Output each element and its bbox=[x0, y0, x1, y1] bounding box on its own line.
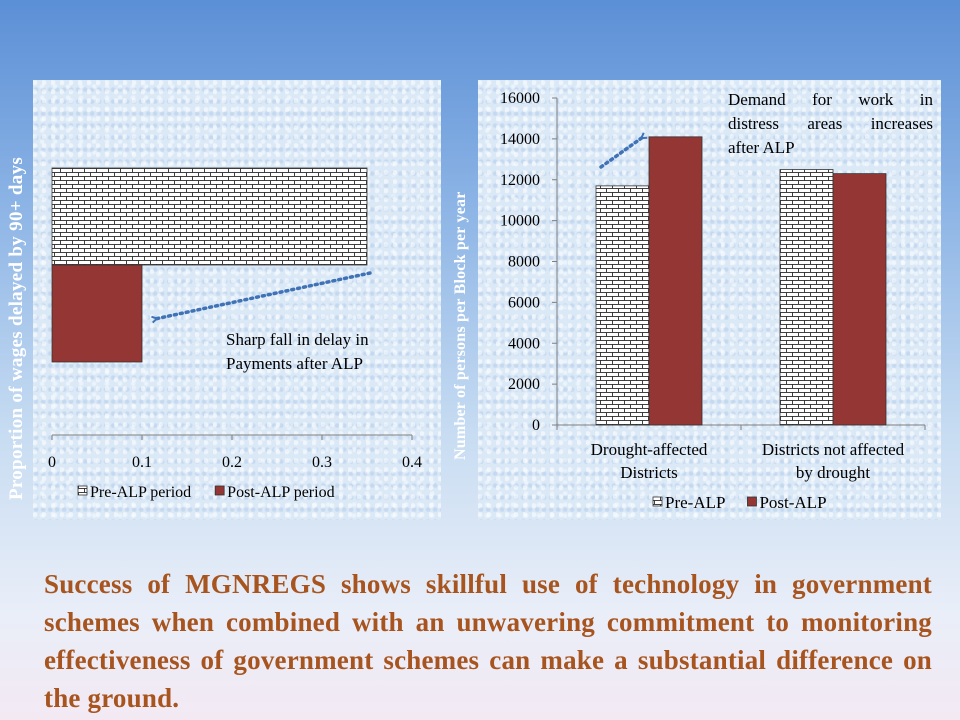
right-bar-chart: 0 2000 4000 6000 8000 10000 12000 14000 16000 Dro… bbox=[500, 90, 926, 512]
bar-post-alp bbox=[832, 173, 887, 426]
x-tick-label: 0.4 bbox=[402, 454, 422, 471]
right-annotation-arrow bbox=[599, 132, 648, 169]
legend-label: Pre-ALP period bbox=[90, 484, 191, 501]
slide-caption: Success of MGNREGS shows skillful use of… bbox=[44, 569, 932, 713]
category-label: Drought-affected bbox=[591, 440, 708, 459]
legend-swatch bbox=[77, 485, 88, 496]
category-label: Districts not affected bbox=[762, 440, 905, 459]
y-tick-label: 12000 bbox=[500, 172, 540, 189]
bar-post-alp bbox=[648, 136, 703, 426]
bar-post-alp-period bbox=[51, 264, 143, 363]
y-tick-label: 4000 bbox=[508, 335, 540, 352]
right-annotation-line: distress areas increases bbox=[728, 114, 933, 133]
y-tick-label: 14000 bbox=[500, 131, 540, 148]
left-chart-panel bbox=[33, 80, 441, 520]
y-tick-label: 10000 bbox=[500, 213, 540, 230]
y-tick-label: 2000 bbox=[508, 376, 540, 393]
right-annotation-line: Demand for work in bbox=[728, 90, 933, 109]
bar-pre-alp bbox=[779, 169, 834, 426]
left-chart-annotation: Sharp fall in delay in Payments after AL… bbox=[226, 330, 369, 373]
right-chart-annotation: Demand for work in distress areas increa… bbox=[728, 88, 933, 160]
right-annotation-line: after ALP bbox=[728, 138, 795, 157]
legend-label: Post-ALP period bbox=[227, 484, 334, 501]
x-tick-label: 0.2 bbox=[222, 454, 242, 471]
bar-pre-alp bbox=[595, 185, 650, 426]
y-tick-label: 6000 bbox=[508, 294, 540, 311]
bar-pre-alp-period bbox=[51, 167, 368, 266]
legend-swatch bbox=[747, 496, 757, 507]
left-bar-chart: 0 0.1 0.2 0.3 0.4 Pre-ALP period Post-ALP peri… bbox=[48, 167, 422, 501]
x-tick-label: 0 bbox=[48, 454, 56, 471]
legend-swatch bbox=[652, 496, 663, 507]
legend-label: Pre-ALP bbox=[665, 493, 725, 512]
y-tick-label: 0 bbox=[532, 417, 540, 434]
legend-label: Post-ALP bbox=[759, 493, 826, 512]
y-tick-label: 8000 bbox=[508, 254, 540, 271]
x-tick-label: 0.1 bbox=[132, 454, 152, 471]
category-label: by drought bbox=[796, 463, 870, 482]
left-annotation-arrow bbox=[151, 271, 372, 324]
x-tick-label: 0.3 bbox=[312, 454, 332, 471]
category-label: Districts bbox=[620, 463, 678, 482]
y-tick-label: 16000 bbox=[500, 90, 540, 107]
legend-swatch bbox=[214, 485, 225, 496]
